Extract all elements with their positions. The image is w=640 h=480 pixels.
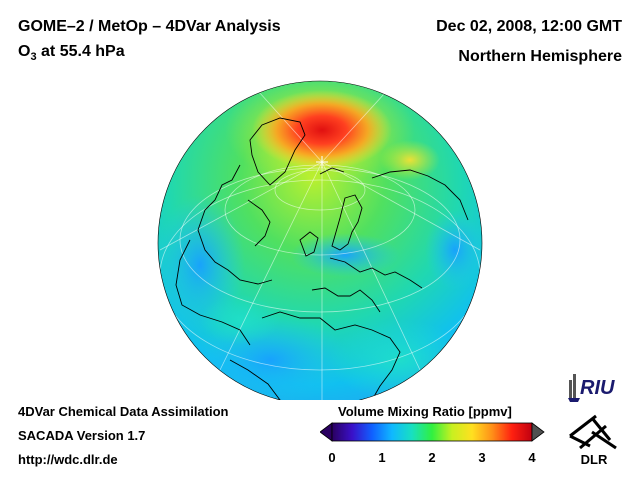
- species-main: O: [18, 43, 31, 60]
- colorbar-over-arrow: [531, 422, 545, 442]
- dlr-logo: DLR: [569, 414, 617, 467]
- north-pole-marker: [316, 156, 328, 168]
- footer-url: http://wdc.dlr.de: [18, 452, 118, 467]
- map-title: GOME–2 / MetOp – 4DVar Analysis: [18, 18, 281, 35]
- ozone-maximum: [252, 90, 392, 170]
- ozone-low-center: [290, 233, 400, 277]
- scandinavia: [331, 194, 363, 251]
- colorbar-gradient: [331, 422, 533, 442]
- footer-line-1: 4DVar Chemical Data Assimilation: [18, 404, 229, 419]
- svg-text:RIU: RIU: [580, 377, 615, 399]
- british-isles: [299, 231, 319, 257]
- colorbar: [320, 422, 545, 442]
- species-level: at 55.4 hPa: [36, 43, 125, 60]
- colorbar-tick-label: 4: [528, 450, 536, 465]
- colorbar-tick-label: 3: [478, 450, 486, 465]
- footer-line-2: SACADA Version 1.7: [18, 428, 146, 443]
- species-label: O3 at 55.4 hPa: [18, 43, 125, 63]
- colorbar-tick-label: 0: [328, 450, 336, 465]
- colorbar-under-arrow: [320, 422, 333, 442]
- colorbar-tick-label: 2: [428, 450, 436, 465]
- region-label: Northern Hemisphere: [458, 48, 622, 65]
- greenland: [249, 117, 306, 186]
- riu-logo: RIU: [568, 374, 615, 402]
- colorbar-tick-label: 1: [378, 450, 386, 465]
- coastlines: [175, 117, 469, 401]
- datetime-label: Dec 02, 2008, 12:00 GMT: [436, 18, 622, 35]
- colorbar-title: Volume Mixing Ratio [ppmv]: [338, 404, 512, 419]
- globe-map: [157, 80, 483, 406]
- dlr-logo-text: DLR: [581, 452, 608, 467]
- species-subscript: 3: [30, 51, 37, 64]
